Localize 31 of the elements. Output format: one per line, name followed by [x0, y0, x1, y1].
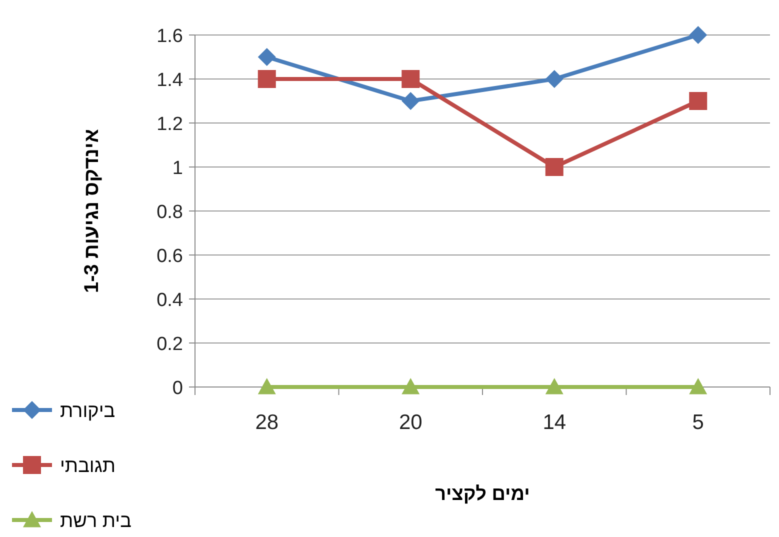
y-tick-label: 0.6 — [156, 246, 183, 267]
y-axis-title: אינדקס נגיעות 1-3 — [81, 128, 103, 293]
y-tick-label: 1.4 — [156, 70, 184, 91]
y-tick-label: 0 — [172, 378, 183, 399]
y-tick-label: 0.8 — [156, 202, 183, 223]
point — [689, 378, 708, 394]
y-tick-label: 0.4 — [156, 290, 184, 311]
x-tick-label: 28 — [255, 411, 279, 434]
x-axis-title: ימים לקציר — [435, 484, 530, 505]
point — [402, 92, 420, 110]
point — [258, 378, 276, 394]
plot: 0 0.2 0.4 0.6 0.8 1 1.2 1.4 1.6 28 20 14 5 — [156, 26, 770, 434]
point — [689, 26, 708, 44]
point — [545, 378, 564, 394]
x-tick-label: 5 — [692, 411, 704, 434]
point — [545, 158, 564, 176]
y-tick-label: 1.2 — [156, 114, 183, 135]
legend-label: בית רשת — [60, 511, 132, 532]
point — [258, 48, 276, 66]
x-tick-label: 14 — [542, 411, 566, 434]
y-tick-label: 1 — [172, 158, 183, 179]
point — [545, 70, 564, 88]
point — [689, 92, 708, 110]
point — [402, 70, 420, 88]
point — [258, 70, 276, 88]
legend-label: תגובתי — [60, 456, 116, 477]
x-tick-label: 20 — [398, 411, 422, 434]
y-tick-label: 0.2 — [156, 334, 183, 355]
point — [402, 378, 420, 394]
y-tick-label: 1.6 — [156, 26, 183, 47]
legend-label: ביקורת — [60, 401, 116, 422]
